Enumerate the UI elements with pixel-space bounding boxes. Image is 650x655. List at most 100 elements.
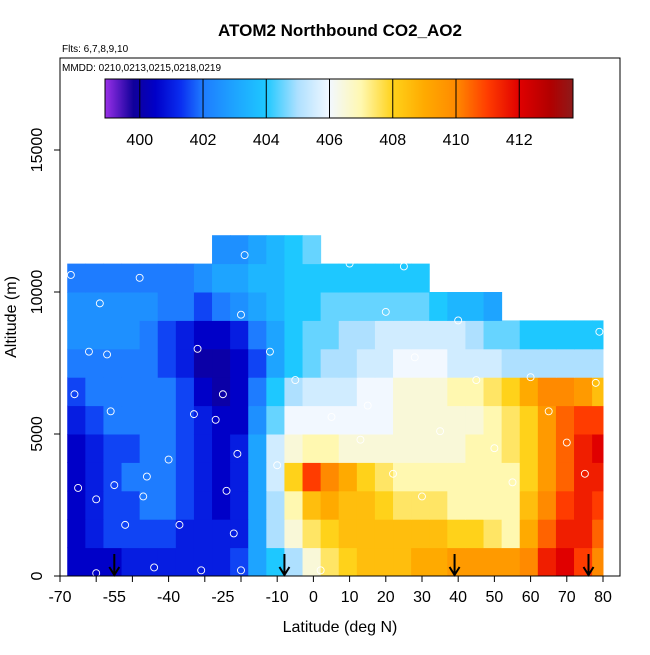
heat-cell [483, 377, 503, 407]
heat-cell [230, 235, 249, 265]
heat-cell [574, 519, 593, 549]
heat-cell [266, 405, 285, 435]
heat-cell [519, 348, 539, 378]
heat-cell [429, 292, 448, 321]
heat-cell [212, 547, 231, 577]
heat-cell [175, 377, 195, 407]
heat-cell [411, 490, 430, 520]
y-tick-label: 5000 [29, 416, 46, 452]
heat-cell [338, 348, 358, 378]
heat-cell [374, 348, 394, 378]
heat-cell [103, 263, 123, 293]
observation-point [399, 262, 408, 271]
heat-cell [248, 547, 267, 577]
heat-cell [338, 405, 358, 435]
observation-point [316, 566, 325, 575]
heat-cell [555, 377, 575, 407]
heat-cell [320, 462, 340, 492]
heat-cell [175, 405, 195, 435]
heat-cell [338, 519, 358, 549]
heat-cell [302, 405, 322, 435]
heat-cell [501, 519, 521, 549]
heat-cell [212, 292, 231, 321]
arrow [582, 554, 595, 577]
heat-cell [320, 320, 340, 350]
arrow-head [448, 566, 461, 577]
heat-cell [230, 263, 249, 293]
heat-cell [230, 292, 249, 321]
heat-cell [121, 348, 141, 378]
heat-cell [284, 263, 304, 293]
observation-point [508, 478, 517, 487]
heat-cell [103, 405, 123, 435]
heat-cell [85, 405, 104, 435]
heat-cell [121, 263, 141, 293]
heat-cell [284, 434, 304, 463]
heat-cell [465, 490, 485, 520]
heat-cell [320, 348, 340, 378]
heat-cell [320, 490, 340, 520]
heat-cell [157, 263, 177, 293]
observation-point [211, 415, 220, 424]
heat-cell [555, 547, 575, 577]
heat-cell [121, 405, 141, 435]
heat-cell [592, 434, 604, 463]
heat-cell [193, 348, 213, 378]
heat-cell [447, 377, 466, 407]
observation-point [266, 347, 274, 356]
heat-cell [338, 320, 358, 350]
observation-point [291, 376, 300, 384]
heat-cell [212, 434, 231, 463]
heat-cell [411, 519, 430, 549]
heat-cell [555, 434, 575, 463]
heat-cell [175, 292, 195, 321]
heat-cell [248, 519, 267, 549]
heat-cell [266, 490, 285, 520]
heat-cell [374, 490, 394, 520]
colorbar-tick-label: 404 [253, 132, 280, 149]
heat-cell [447, 348, 466, 378]
heat-cell [374, 292, 394, 321]
observation-point [580, 469, 589, 478]
colorbar-tick-label: 408 [379, 132, 406, 149]
heat-cell [501, 348, 521, 378]
x-tick-label: 70 [558, 589, 576, 606]
heat-cell [248, 320, 267, 350]
overlay [66, 251, 604, 578]
heat-cell [411, 462, 430, 492]
observation-point [381, 307, 390, 316]
heat-cell [356, 292, 376, 321]
heat-cell [248, 434, 267, 463]
heat-cell [393, 348, 412, 378]
heat-cell [139, 405, 159, 435]
heat-cell [465, 292, 485, 321]
heat-cell [85, 547, 104, 577]
heat-cell [230, 405, 249, 435]
heat-cell [248, 462, 267, 492]
heat-cell [103, 292, 123, 321]
heat-cell [374, 434, 394, 463]
heat-cell [175, 547, 195, 577]
heat-cell [139, 292, 159, 321]
heat-cell [230, 547, 249, 577]
heat-cell [411, 320, 430, 350]
heat-cell [537, 519, 557, 549]
heat-cell [393, 405, 412, 435]
heat-cell [284, 292, 304, 321]
heat-cell [483, 405, 503, 435]
heat-cell [67, 292, 86, 321]
x-tick-label: -40 [157, 589, 180, 606]
observation-point [103, 350, 112, 359]
heat-cell [248, 490, 267, 520]
heat-cell [121, 434, 141, 463]
chart-title: ATOM2 Northbound CO2_AO2 [218, 21, 462, 40]
heat-cell [284, 348, 304, 378]
heat-cell [139, 348, 159, 378]
heat-cell [284, 462, 304, 492]
heat-cell [411, 292, 430, 321]
observation-point [110, 481, 119, 490]
heat-cell [212, 462, 231, 492]
heat-cell [356, 547, 376, 577]
heat-cell [356, 519, 376, 549]
heat-cell [103, 519, 123, 549]
